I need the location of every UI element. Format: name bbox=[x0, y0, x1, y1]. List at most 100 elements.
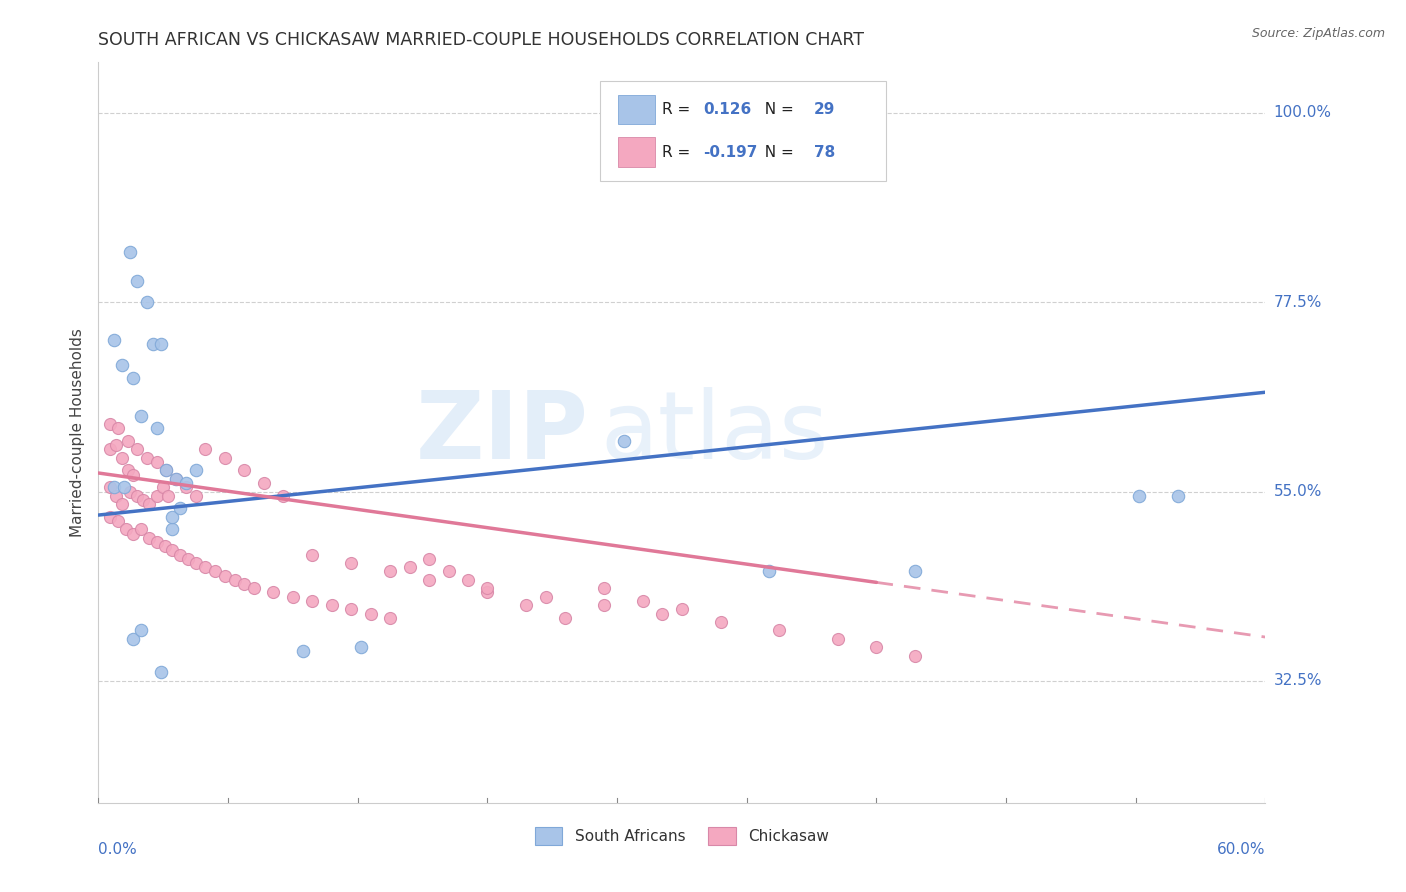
Point bbox=[651, 607, 673, 621]
Point bbox=[98, 480, 121, 494]
Point bbox=[129, 409, 152, 423]
Point bbox=[146, 489, 169, 503]
FancyBboxPatch shape bbox=[600, 81, 886, 181]
Point bbox=[184, 489, 207, 503]
Point bbox=[138, 497, 160, 511]
Point bbox=[118, 244, 141, 259]
Text: 0.0%: 0.0% bbox=[98, 842, 138, 856]
FancyBboxPatch shape bbox=[617, 95, 655, 125]
Point bbox=[138, 531, 160, 545]
Point bbox=[165, 472, 187, 486]
Text: 29: 29 bbox=[814, 103, 835, 117]
Point bbox=[904, 648, 927, 663]
Point bbox=[127, 489, 149, 503]
Point bbox=[98, 442, 121, 457]
Text: N =: N = bbox=[755, 103, 799, 117]
Point bbox=[127, 442, 149, 457]
Point bbox=[1128, 489, 1150, 503]
FancyBboxPatch shape bbox=[617, 137, 655, 167]
Text: R =: R = bbox=[662, 145, 695, 160]
Point bbox=[418, 573, 440, 587]
Point bbox=[184, 463, 207, 477]
Point bbox=[194, 442, 217, 457]
Point bbox=[174, 476, 197, 491]
Point bbox=[214, 568, 236, 582]
Point bbox=[129, 624, 152, 638]
Point bbox=[233, 577, 256, 591]
Point bbox=[107, 514, 129, 528]
Point bbox=[243, 581, 266, 595]
Point bbox=[103, 333, 125, 347]
Point bbox=[127, 274, 149, 288]
Point bbox=[291, 644, 314, 658]
Point bbox=[301, 594, 323, 608]
Point bbox=[114, 522, 136, 536]
Point bbox=[865, 640, 887, 655]
Text: 0.126: 0.126 bbox=[703, 103, 751, 117]
Point bbox=[111, 497, 134, 511]
Point bbox=[122, 467, 145, 482]
Point bbox=[136, 450, 159, 465]
Point bbox=[253, 476, 276, 491]
Point bbox=[340, 556, 363, 570]
Point bbox=[117, 434, 139, 448]
Point bbox=[117, 463, 139, 477]
Text: -0.197: -0.197 bbox=[703, 145, 758, 160]
Point bbox=[380, 610, 402, 624]
Point bbox=[111, 450, 134, 465]
Point bbox=[457, 573, 479, 587]
Point bbox=[149, 337, 172, 351]
Text: 100.0%: 100.0% bbox=[1274, 105, 1331, 120]
Point bbox=[162, 509, 184, 524]
Point bbox=[534, 590, 557, 604]
Point bbox=[613, 434, 636, 448]
Point bbox=[350, 640, 373, 655]
Point bbox=[146, 535, 169, 549]
Point bbox=[112, 480, 135, 494]
Point bbox=[152, 480, 174, 494]
Text: 55.0%: 55.0% bbox=[1274, 484, 1322, 499]
Point bbox=[165, 472, 187, 486]
Text: 32.5%: 32.5% bbox=[1274, 673, 1322, 689]
Text: 60.0%: 60.0% bbox=[1218, 842, 1265, 856]
Point bbox=[155, 463, 177, 477]
Point bbox=[157, 489, 180, 503]
Point bbox=[146, 421, 169, 435]
Point bbox=[477, 581, 499, 595]
Point bbox=[340, 602, 363, 616]
Point bbox=[710, 615, 733, 629]
Point bbox=[515, 598, 537, 612]
Text: 78: 78 bbox=[814, 145, 835, 160]
Point bbox=[418, 551, 440, 566]
Point bbox=[904, 565, 927, 579]
Point bbox=[136, 295, 159, 310]
Point bbox=[233, 463, 256, 477]
Point bbox=[671, 602, 693, 616]
Point bbox=[360, 607, 382, 621]
Point bbox=[262, 585, 284, 599]
Point bbox=[142, 337, 165, 351]
Text: atlas: atlas bbox=[600, 386, 828, 479]
Point bbox=[758, 565, 780, 579]
Point bbox=[194, 560, 217, 574]
Point bbox=[177, 551, 200, 566]
Point bbox=[122, 526, 145, 541]
Point bbox=[174, 480, 197, 494]
Point bbox=[122, 632, 145, 646]
Text: N =: N = bbox=[755, 145, 799, 160]
Point bbox=[1167, 489, 1189, 503]
Point bbox=[398, 560, 420, 574]
Point bbox=[98, 417, 121, 432]
Point bbox=[162, 543, 184, 558]
Point bbox=[146, 455, 169, 469]
Point bbox=[593, 581, 616, 595]
Point bbox=[103, 480, 125, 494]
Point bbox=[214, 450, 236, 465]
Text: SOUTH AFRICAN VS CHICKASAW MARRIED-COUPLE HOUSEHOLDS CORRELATION CHART: SOUTH AFRICAN VS CHICKASAW MARRIED-COUPL… bbox=[98, 31, 865, 49]
Point bbox=[204, 565, 226, 579]
Point bbox=[153, 539, 176, 553]
Point bbox=[768, 624, 790, 638]
Point bbox=[281, 590, 304, 604]
Point bbox=[224, 573, 246, 587]
Point bbox=[129, 522, 152, 536]
